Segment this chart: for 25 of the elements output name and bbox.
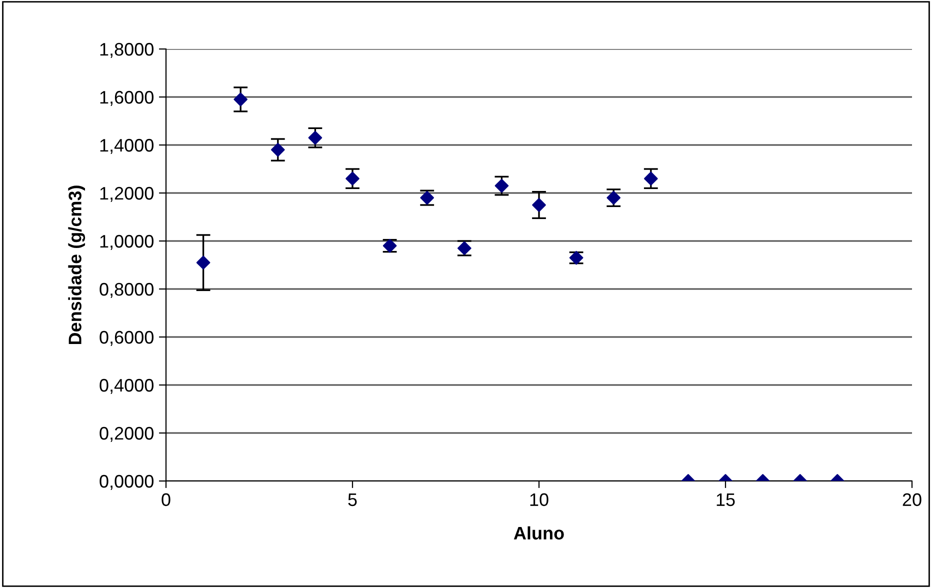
point <box>532 198 546 212</box>
y-tick-label: 0,6000 <box>100 330 154 346</box>
y-tick-label: 1,0000 <box>100 234 154 250</box>
point <box>234 92 248 106</box>
y-tick-label: 1,8000 <box>100 42 154 58</box>
x-tick-label: 0 <box>162 493 170 506</box>
y-tick-label: 0,2000 <box>100 426 154 442</box>
x-tick-label: 10 <box>530 493 548 506</box>
y-tick-label: 1,4000 <box>100 138 154 154</box>
point <box>196 256 210 270</box>
y-axis-title: Densidade (g/cm3) <box>68 186 86 344</box>
point <box>644 172 658 186</box>
y-tick-label: 0,8000 <box>100 282 154 298</box>
point <box>494 178 509 193</box>
y-tick-label: 0,4000 <box>100 378 154 394</box>
x-tick-label: 5 <box>348 493 357 506</box>
point <box>270 142 285 157</box>
y-tick-label: 1,6000 <box>100 90 154 106</box>
y-tick-label: 1,2000 <box>100 186 154 202</box>
y-tick-label: 0,0000 <box>100 474 154 490</box>
point <box>346 172 360 186</box>
x-tick-label: 20 <box>902 493 922 506</box>
point <box>308 130 322 145</box>
x-axis-title: Aluno <box>514 526 564 540</box>
x-tick-label: 15 <box>716 493 735 506</box>
